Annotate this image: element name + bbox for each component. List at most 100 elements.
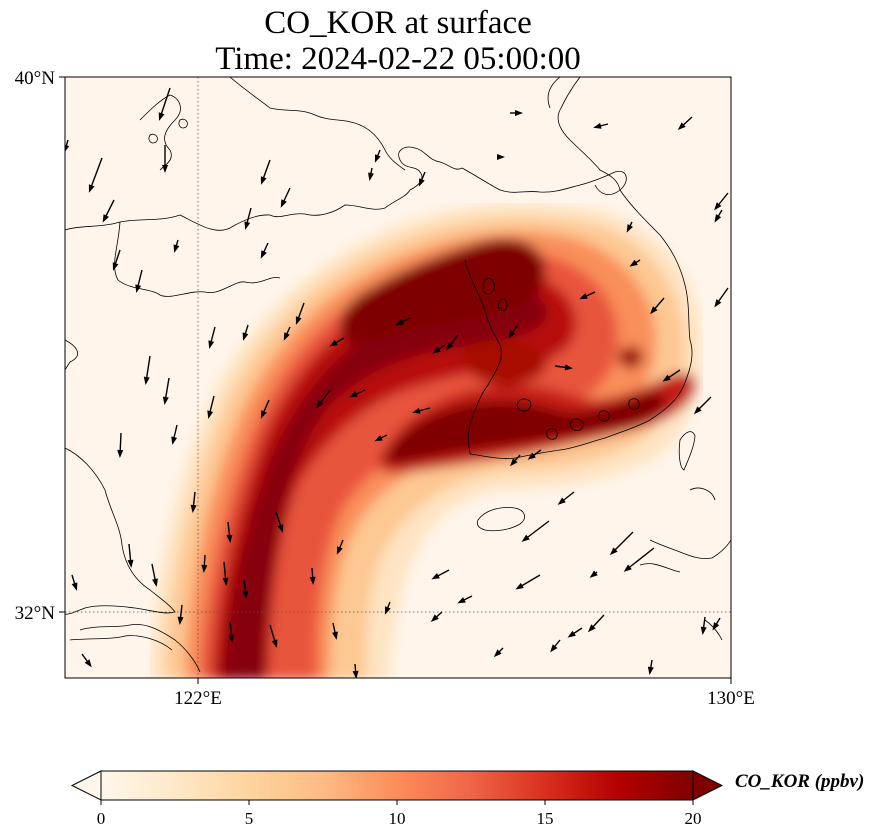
wind-arrowhead (564, 364, 573, 371)
wind-arrowhead (493, 649, 502, 658)
wind-arrowhead (497, 154, 505, 160)
wind-arrowhead (260, 250, 267, 259)
wind-arrowhead (430, 614, 439, 622)
wind-arrowhead (515, 110, 523, 116)
wind-arrowhead (280, 199, 287, 208)
wind-arrowhead (662, 374, 671, 382)
wind-arrowhead (207, 410, 214, 419)
wind-arrowhead (567, 630, 576, 638)
map-frame (64, 76, 732, 679)
wind-arrowhead (384, 606, 391, 615)
wind-arrowhead (112, 262, 119, 271)
wind-arrowhead (550, 644, 558, 653)
wind-arrowhead (127, 559, 134, 568)
colorbar: 0 5 10 15 20 CO_KOR (ppbv) (70, 770, 864, 828)
wind-arrowhead (521, 534, 530, 542)
wind-arrowhead (457, 597, 466, 604)
wind-arrowhead (650, 306, 658, 315)
wind-arrowhead (158, 112, 165, 121)
wind-arrowhead (609, 547, 618, 556)
wind-arrowhead (260, 176, 267, 185)
wind-arrowhead (208, 340, 215, 349)
wind-arrowhead (162, 396, 169, 405)
wind-arrowhead (349, 391, 358, 398)
wind-arrowhead (446, 342, 454, 351)
wind-arrowhead (431, 573, 440, 580)
wind-arrowhead (190, 504, 197, 513)
wind-vector (523, 520, 550, 541)
colorbar-tick-5: 5 (245, 809, 254, 828)
wind-arrowhead (135, 284, 142, 293)
wind-arrowhead (309, 576, 316, 585)
colorbar-tick-20: 20 (685, 809, 702, 828)
wind-arrowhead (171, 436, 178, 445)
wind-arrowhead (589, 570, 598, 578)
wind-arrowhead (587, 624, 596, 633)
map-subtitle: Time: 2024-02-22 05:00:00 (215, 41, 581, 77)
wind-vector (159, 87, 171, 119)
wind-arrowhead (593, 122, 602, 129)
wind-arrowhead (418, 178, 425, 187)
wind-arrowhead (510, 458, 518, 467)
wind-arrowhead (201, 564, 208, 573)
concentration-field (150, 203, 703, 678)
wind-arrowhead (102, 214, 109, 223)
wind-arrowhead (714, 299, 722, 308)
wind-arrowhead (647, 666, 654, 675)
wind-arrowhead (508, 330, 516, 339)
wind-arrowhead (677, 122, 686, 131)
wind-vector (625, 547, 655, 571)
wind-arrowhead (84, 659, 92, 668)
wind-arrowhead (143, 376, 150, 385)
wind-arrowhead (712, 622, 720, 631)
colorbar-extend-min (70, 770, 102, 801)
gridlines (65, 77, 731, 678)
colorbar-body (101, 771, 693, 800)
y-tick-32n: 32°N (15, 603, 56, 624)
wind-vectors (65, 87, 729, 678)
wind-arrowhead (374, 435, 383, 442)
wind-arrowhead (700, 626, 707, 635)
map-title: CO_KOR at surface (264, 5, 532, 41)
wind-arrowhead (527, 452, 536, 460)
wind-arrowhead (173, 244, 180, 253)
wind-arrowhead (226, 534, 233, 543)
colorbar-tick-15: 15 (537, 809, 554, 828)
wind-arrowhead (152, 578, 158, 587)
wind-arrowhead (162, 165, 168, 173)
wind-arrowhead (714, 214, 722, 223)
wind-arrowhead (244, 221, 251, 230)
wind-arrowhead (332, 631, 338, 640)
x-tick-122e: 122°E (174, 688, 222, 709)
wind-arrowhead (336, 546, 343, 555)
colorbar-tick-10: 10 (389, 809, 406, 828)
wind-arrowhead (515, 582, 524, 590)
wind-arrowhead (277, 524, 284, 533)
wind-arrowhead (626, 224, 633, 233)
wind-arrowhead (222, 577, 229, 586)
wind-arrowhead (432, 346, 441, 354)
coastline (65, 77, 731, 673)
wind-arrowhead (88, 184, 95, 193)
axis-ticks (59, 76, 732, 684)
wind-arrowhead (579, 293, 588, 300)
wind-arrowhead (283, 332, 290, 341)
wind-arrowhead (295, 316, 302, 325)
wind-arrowhead (271, 639, 278, 648)
wind-vector (89, 157, 103, 191)
wind-arrowhead (395, 319, 404, 326)
wind-arrowhead (242, 590, 249, 599)
wind-arrowhead (71, 582, 78, 591)
wind-arrowhead (714, 202, 722, 211)
wind-arrowhead (329, 339, 338, 347)
wind-arrowhead (242, 332, 249, 341)
wind-arrowhead (629, 259, 638, 267)
wind-arrowhead (117, 449, 124, 458)
colorbar-extend-max (692, 770, 724, 801)
colorbar-tick-0: 0 (97, 809, 106, 828)
wind-arrowhead (693, 406, 702, 415)
wind-arrowhead (65, 144, 70, 152)
wind-arrowhead (374, 154, 381, 163)
wind-arrowhead (316, 400, 324, 409)
